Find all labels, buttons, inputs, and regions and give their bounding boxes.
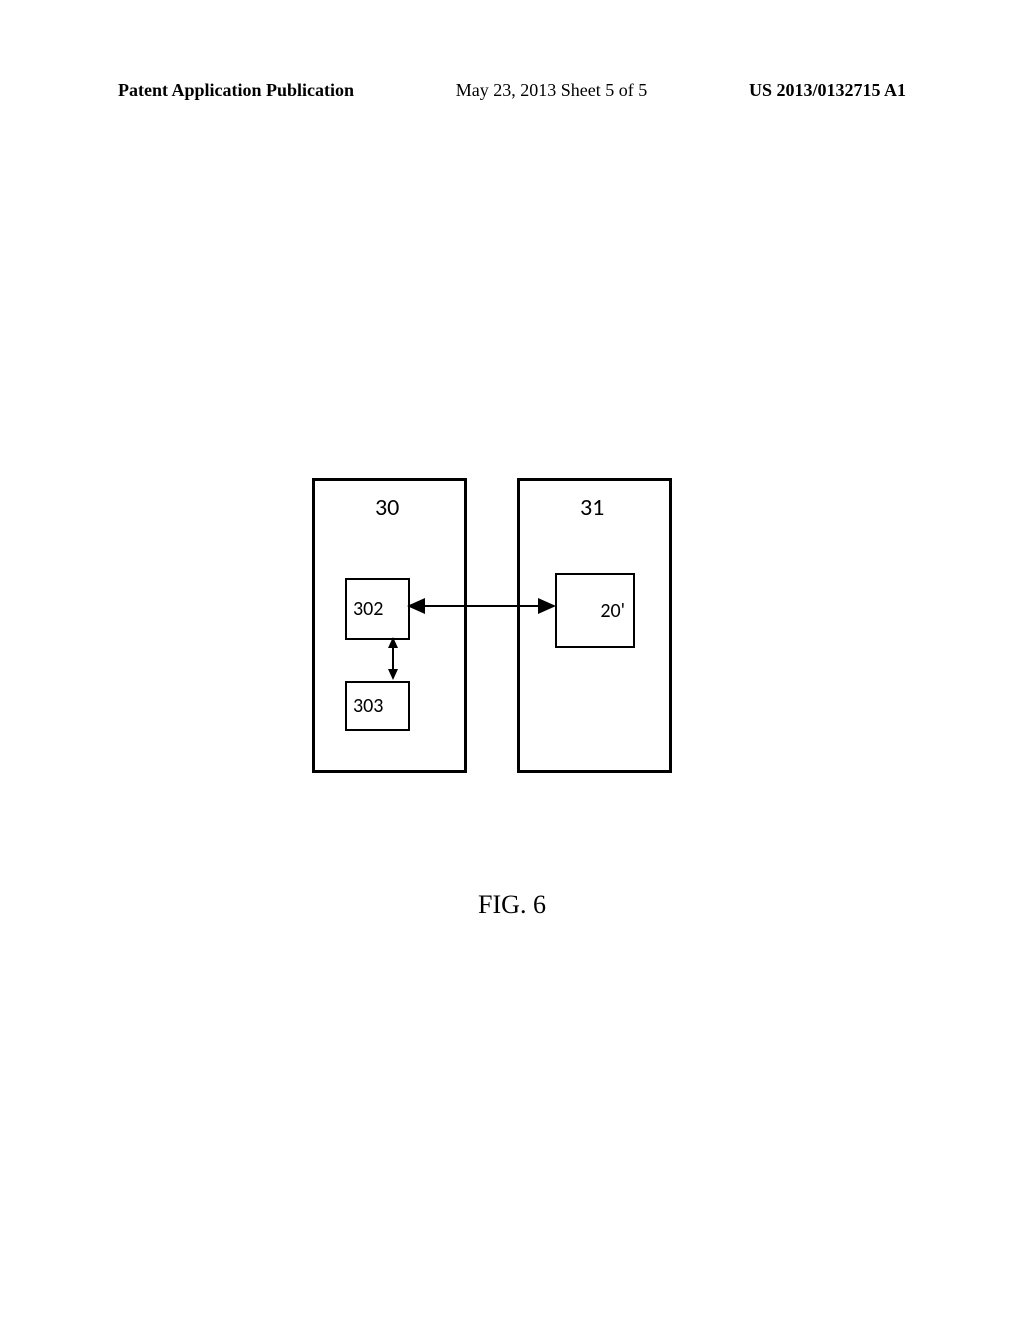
edge-302-303-arrow-down bbox=[388, 669, 398, 680]
header-left: Patent Application Publication bbox=[118, 80, 354, 101]
edge-302-303-arrow-up bbox=[388, 637, 398, 648]
figure-caption: FIG. 6 bbox=[0, 890, 1024, 920]
diagram: 30 302 303 31 20' bbox=[312, 478, 702, 778]
header-right: US 2013/0132715 A1 bbox=[749, 80, 906, 101]
header-center: May 23, 2013 Sheet 5 of 5 bbox=[456, 80, 647, 101]
diagram-connectors bbox=[312, 478, 702, 778]
page-header: Patent Application Publication May 23, 2… bbox=[0, 80, 1024, 101]
